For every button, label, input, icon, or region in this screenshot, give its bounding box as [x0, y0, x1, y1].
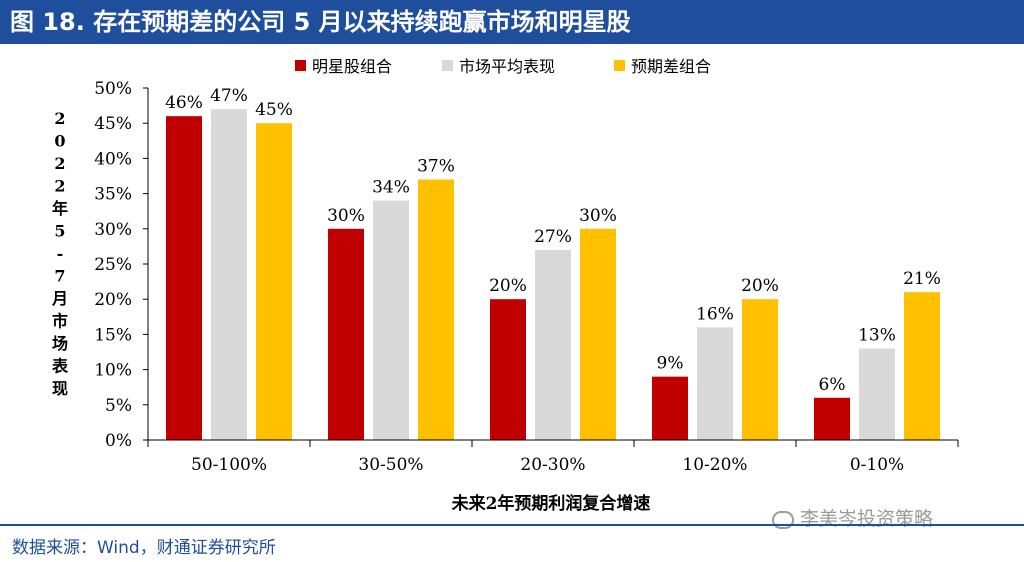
y-tick-label: 0% [105, 431, 132, 451]
y-title-char: - [57, 244, 64, 263]
y-title-char: 2 [54, 109, 65, 128]
bar [859, 348, 895, 440]
y-title-char: 5 [54, 222, 65, 241]
data-label: 37% [417, 157, 455, 177]
y-tick-label: 20% [94, 290, 132, 310]
y-tick-label: 35% [94, 185, 132, 205]
x-tick-label: 50-100% [191, 455, 267, 475]
y-tick-label: 15% [94, 325, 132, 345]
bar [904, 292, 940, 440]
y-title-char: 市 [52, 312, 68, 331]
x-tick-label: 20-30% [520, 455, 585, 475]
wechat-icon [772, 510, 794, 529]
bar [697, 327, 733, 440]
bar-chart: 明星股组合 市场平均表现 预期差组合 0% 5% 10% 15% 20% 25% 30% 35% 4… [51, 57, 959, 514]
bar [742, 299, 778, 440]
y-title-char: 年 [52, 199, 68, 218]
data-label: 45% [255, 100, 293, 120]
y-axis: 0% 5% 10% 15% 20% 25% 30% 35% 40% 45% 50% [94, 79, 149, 451]
legend-label: 市场平均表现 [459, 57, 555, 76]
bar [490, 299, 526, 440]
bar [211, 109, 247, 441]
y-tick-label: 10% [94, 361, 132, 381]
bars: 46% 47% 45% 30% 34% 37% 20% 27% 30% 9% 16% 20% 6% 13%… [165, 86, 941, 441]
data-label: 13% [858, 325, 896, 345]
data-label: 34% [372, 178, 410, 198]
bar [418, 179, 454, 440]
legend-swatch [614, 60, 625, 71]
bar [580, 228, 616, 440]
y-tick-label: 50% [94, 79, 132, 99]
data-label: 20% [489, 276, 527, 296]
data-label: 20% [741, 276, 779, 296]
y-tick-label: 45% [94, 114, 132, 134]
data-label: 30% [327, 206, 365, 226]
source-note: 数据来源：Wind，财通证券研究所 [12, 538, 276, 558]
legend-swatch [295, 60, 306, 71]
bar [256, 123, 292, 440]
bar [652, 376, 688, 440]
x-tick-label: 0-10% [850, 455, 904, 475]
data-label: 6% [819, 375, 846, 395]
legend-label: 预期差组合 [631, 57, 711, 76]
y-title-char: 7 [54, 267, 65, 286]
data-label: 9% [657, 354, 684, 374]
y-tick-label: 40% [94, 149, 132, 169]
watermark: 李美岑投资策略 [772, 504, 933, 531]
data-label: 27% [534, 227, 572, 247]
x-axis-title: 未来2年预期利润复合增速 [451, 493, 651, 514]
legend-label: 明星股组合 [312, 57, 392, 76]
source-divider [0, 524, 1024, 526]
legend-swatch [442, 60, 453, 71]
bar [328, 228, 364, 440]
title-bar: 图 18. 存在预期差的公司 5 月以来持续跑赢市场和明星股 [0, 0, 1024, 44]
data-label: 21% [903, 269, 941, 289]
y-tick-label: 25% [94, 255, 132, 275]
data-label: 47% [210, 86, 248, 106]
y-tick-label: 5% [105, 396, 132, 416]
y-title-char: 现 [52, 379, 68, 398]
y-title-char: 场 [52, 334, 68, 353]
y-title-char: 月 [51, 289, 68, 308]
data-label: 30% [579, 206, 617, 226]
y-title-char: 0 [54, 132, 65, 151]
data-label: 16% [696, 304, 734, 324]
watermark-text: 李美岑投资策略 [800, 508, 934, 530]
figure-title: 图 18. 存在预期差的公司 5 月以来持续跑赢市场和明星股 [10, 8, 631, 36]
data-label: 46% [165, 93, 203, 113]
bar [535, 249, 571, 440]
y-tick-label: 30% [94, 220, 132, 240]
y-title-char: 2 [54, 154, 65, 173]
x-tick-label: 10-20% [682, 455, 747, 475]
x-axis: 50-100% 30-50% 20-30% 10-20% 0-10% [147, 439, 959, 475]
y-title-char: 2 [54, 177, 65, 196]
bar [814, 397, 850, 440]
bar [166, 116, 202, 440]
chart-legend: 明星股组合 市场平均表现 预期差组合 [295, 57, 711, 76]
y-title-char: 表 [51, 357, 69, 376]
bar [373, 200, 409, 440]
x-tick-label: 30-50% [358, 455, 423, 475]
